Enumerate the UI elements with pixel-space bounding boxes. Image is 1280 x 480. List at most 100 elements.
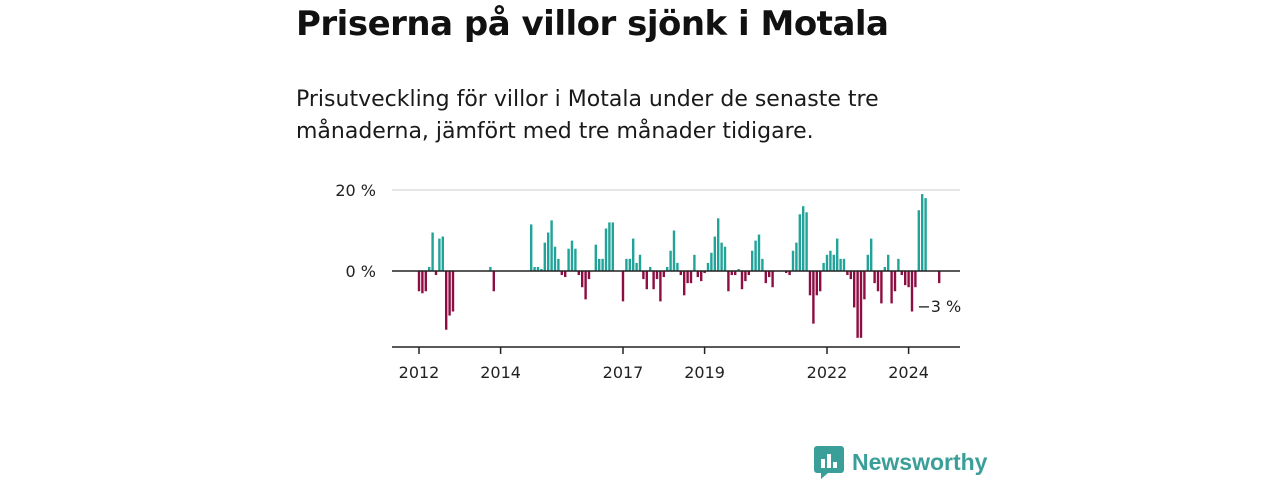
bar [839, 258, 842, 271]
brand-logo: Newsworthy [814, 444, 987, 480]
bar [686, 271, 689, 284]
bar [890, 271, 893, 304]
bar [560, 271, 563, 276]
bar [645, 271, 648, 290]
page-title: Priserna på villor sjönk i Motala [296, 4, 889, 44]
bar [706, 262, 710, 271]
bar [428, 266, 431, 271]
bar [703, 271, 706, 274]
bar [836, 238, 839, 271]
bar [914, 271, 917, 288]
bar-chart: 20 % 0 % 2012 2014 2017 2019 2022 2024 −3 % [335, 181, 961, 382]
bar [489, 266, 492, 271]
bar [611, 222, 614, 271]
bar [632, 238, 635, 271]
bar [441, 236, 444, 271]
bar [904, 271, 907, 286]
bar [438, 238, 441, 271]
bar [679, 271, 682, 276]
bar [550, 220, 553, 272]
bar [434, 271, 438, 276]
bar [621, 271, 625, 302]
bar [720, 242, 723, 271]
bar [805, 212, 808, 271]
x-tick-label: 2022 [807, 363, 848, 382]
bar [587, 271, 591, 280]
bar [788, 271, 791, 276]
bar [917, 210, 920, 271]
bar [577, 271, 580, 276]
bar [672, 230, 676, 271]
bar [764, 271, 767, 284]
bar [676, 262, 679, 271]
bar [761, 258, 764, 271]
y-tick-label: 20 % [335, 181, 376, 200]
bar [710, 252, 713, 271]
bar [771, 271, 774, 288]
bar [819, 271, 822, 292]
bar [628, 258, 631, 271]
bar [822, 262, 825, 271]
x-tick-label: 2012 [399, 363, 440, 382]
bar [723, 246, 727, 271]
bar [536, 266, 540, 271]
bar [655, 271, 659, 280]
bar [649, 266, 652, 271]
bar [900, 271, 903, 276]
bar [557, 258, 560, 271]
bar [740, 271, 744, 290]
bar [594, 244, 597, 271]
bar [530, 224, 533, 271]
bar [683, 271, 686, 296]
bar [754, 240, 757, 272]
bar [856, 271, 859, 338]
bar [540, 268, 543, 271]
bar [547, 232, 550, 272]
bar [846, 271, 849, 276]
bar [849, 271, 852, 280]
bar [744, 271, 747, 282]
bar [431, 232, 434, 272]
bar [543, 242, 546, 271]
bar [417, 271, 421, 292]
bar [887, 254, 890, 271]
bar [604, 228, 608, 271]
chart-subtitle: Prisutveckling för villor i Motala under… [296, 87, 879, 144]
bar [424, 271, 427, 292]
bar [876, 271, 880, 292]
bar [717, 218, 720, 271]
bar [727, 271, 730, 292]
x-tick-label: 2017 [603, 363, 644, 382]
bar [921, 194, 924, 271]
annotation-label: −3 % [917, 297, 961, 316]
bar [924, 198, 927, 271]
bar [421, 271, 424, 294]
bar [757, 234, 761, 271]
x-tick-label: 2019 [684, 363, 725, 382]
bar [445, 271, 448, 330]
bar [564, 271, 567, 278]
bar [598, 258, 601, 271]
bar [451, 271, 455, 312]
brand-name: Newsworthy [852, 448, 988, 475]
axes [392, 270, 960, 354]
bar [910, 271, 914, 312]
bar [870, 238, 873, 271]
bar [689, 271, 693, 284]
bar [448, 271, 451, 316]
bar [635, 262, 638, 271]
bar [584, 271, 587, 300]
bar [880, 271, 883, 304]
bar [666, 266, 669, 271]
bar [842, 258, 846, 271]
bar [815, 271, 818, 296]
bar [737, 268, 740, 271]
bar [785, 271, 788, 274]
newsworthy-logo-icon [814, 446, 844, 479]
bar [795, 242, 798, 271]
bar [859, 271, 863, 338]
bar [659, 271, 662, 302]
bar [751, 250, 754, 271]
bar [601, 258, 604, 271]
bar [798, 214, 801, 271]
